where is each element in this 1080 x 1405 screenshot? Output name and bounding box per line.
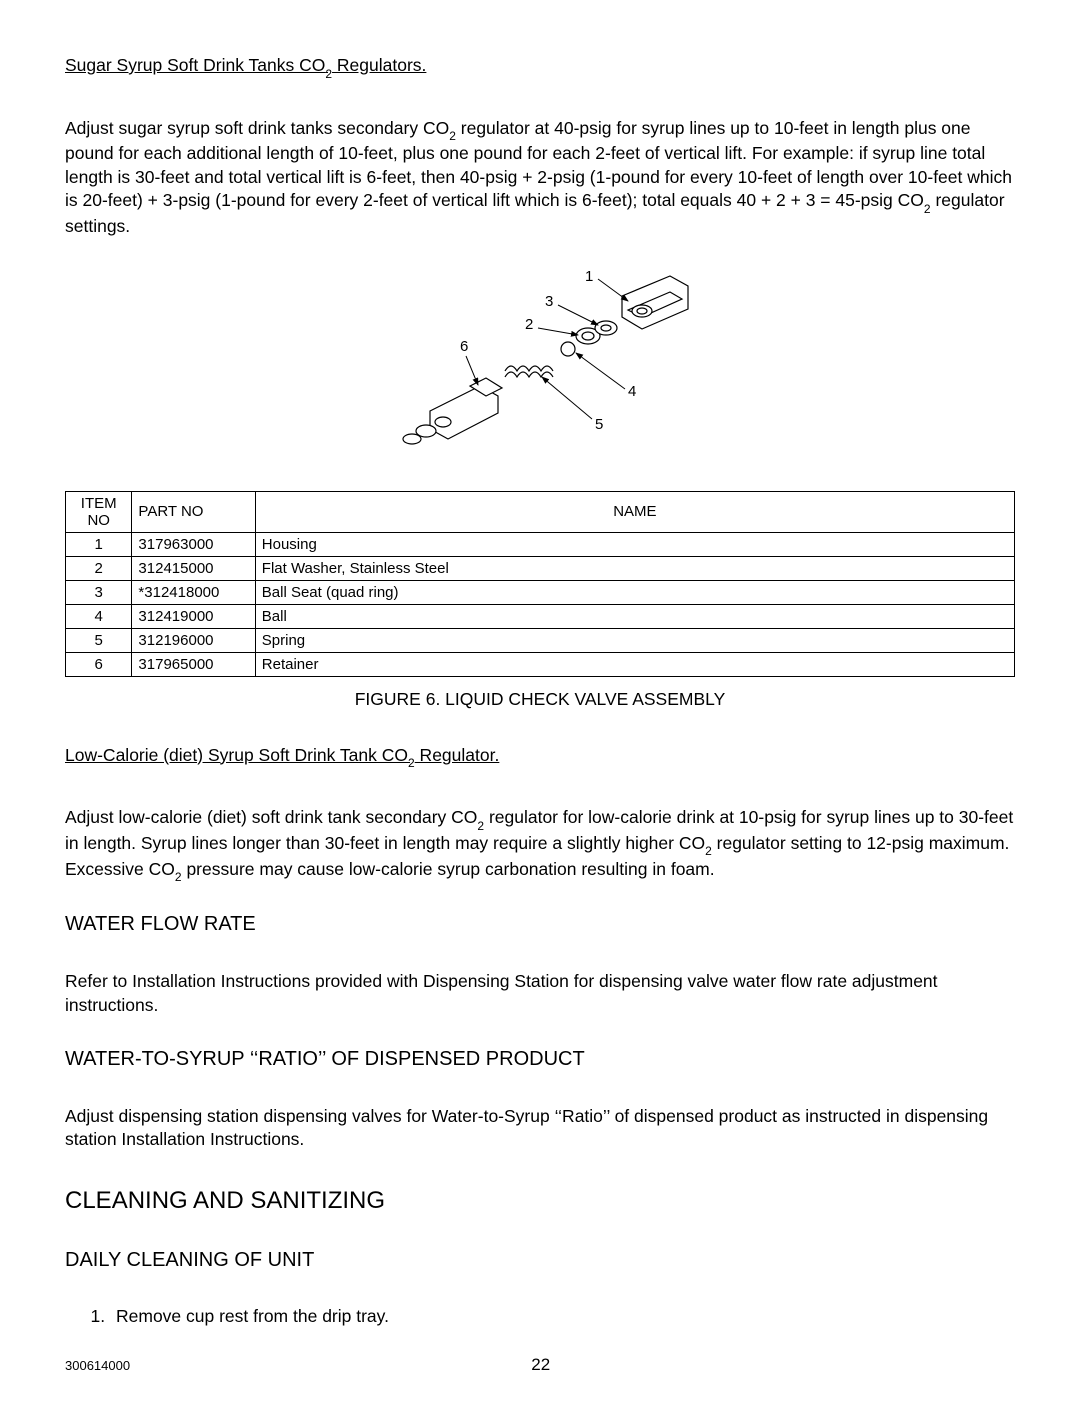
water-syrup-heading: WATER-TO-SYRUP ‘‘RATIO’’ OF DISPENSED PR… <box>65 1048 1015 1071</box>
cell-name: Retainer <box>255 652 1014 676</box>
part-retainer <box>403 378 502 444</box>
section1-title-post: Regulators. <box>332 55 426 75</box>
step-item: Remove cup rest from the drip tray. <box>110 1306 1015 1327</box>
diagram-label-1: 1 <box>585 268 593 285</box>
valve-assembly-diagram: 1 3 2 6 4 5 <box>370 261 710 461</box>
t: Adjust sugar syrup soft drink tanks seco… <box>65 118 449 138</box>
t: 2 <box>477 819 484 833</box>
page-number: 22 <box>531 1355 550 1375</box>
cell-item: 4 <box>66 604 132 628</box>
diagram-label-4: 4 <box>628 383 636 400</box>
th-item: ITEMNO <box>66 491 132 532</box>
cell-part: 312419000 <box>132 604 255 628</box>
section1-para: Adjust sugar syrup soft drink tanks seco… <box>65 117 1015 239</box>
table-row: 1 317963000 Housing <box>66 532 1015 556</box>
doc-number: 300614000 <box>65 1358 130 1373</box>
table-row: 4 312419000 Ball <box>66 604 1015 628</box>
cell-part: 317965000 <box>132 652 255 676</box>
water-flow-para: Refer to Installation Instructions provi… <box>65 970 1015 1017</box>
cell-item: 2 <box>66 556 132 580</box>
diagram-label-2: 2 <box>525 316 533 333</box>
t: 2 <box>705 844 712 858</box>
t: 2 <box>924 202 931 216</box>
t: Regulator. <box>415 745 500 765</box>
cell-item: 6 <box>66 652 132 676</box>
t: 2 <box>408 756 415 770</box>
th-name: NAME <box>255 491 1014 532</box>
footer-spacer <box>1011 1358 1015 1373</box>
page-content: Sugar Syrup Soft Drink Tanks CO2 Regulat… <box>0 0 1080 1405</box>
part-spring <box>505 366 553 377</box>
parts-table: ITEMNO PART NO NAME 1 317963000 Housing … <box>65 491 1015 677</box>
diagram-label-6: 6 <box>460 338 468 355</box>
cell-name: Ball Seat (quad ring) <box>255 580 1014 604</box>
cell-name: Flat Washer, Stainless Steel <box>255 556 1014 580</box>
section2-title: Low-Calorie (diet) Syrup Soft Drink Tank… <box>65 745 1015 769</box>
table-row: 2 312415000 Flat Washer, Stainless Steel <box>66 556 1015 580</box>
t: Adjust low-calorie (diet) soft drink tan… <box>65 807 477 827</box>
cell-item: 3 <box>66 580 132 604</box>
t: ITEMNO <box>81 495 117 529</box>
cell-name: Housing <box>255 532 1014 556</box>
cleaning-heading: CLEANING AND SANITIZING <box>65 1187 1015 1215</box>
cell-item: 1 <box>66 532 132 556</box>
page-footer: 300614000 22 <box>65 1355 1015 1375</box>
table-header-row: ITEMNO PART NO NAME <box>66 491 1015 532</box>
section2-para: Adjust low-calorie (diet) soft drink tan… <box>65 806 1015 883</box>
cell-name: Ball <box>255 604 1014 628</box>
daily-cleaning-heading: DAILY CLEANING OF UNIT <box>65 1249 1015 1272</box>
water-flow-heading: WATER FLOW RATE <box>65 913 1015 936</box>
steps-list: Remove cup rest from the drip tray. <box>65 1306 1015 1327</box>
section1-title-pre: Sugar Syrup Soft Drink Tanks CO <box>65 55 325 75</box>
t: pressure may cause low-calorie syrup car… <box>182 859 715 879</box>
t: 2 <box>175 870 182 884</box>
diagram-label-3: 3 <box>545 293 553 310</box>
table-row: 5 312196000 Spring <box>66 628 1015 652</box>
section1-title-sub: 2 <box>325 67 332 81</box>
t: 2 <box>449 129 456 143</box>
cell-part: 312196000 <box>132 628 255 652</box>
table-row: 6 317965000 Retainer <box>66 652 1015 676</box>
th-part: PART NO <box>132 491 255 532</box>
section1-title: Sugar Syrup Soft Drink Tanks CO2 Regulat… <box>65 55 1015 79</box>
part-washers-ball <box>561 321 617 356</box>
diagram: 1 3 2 6 4 5 <box>65 261 1015 466</box>
cell-part: 317963000 <box>132 532 255 556</box>
cell-name: Spring <box>255 628 1014 652</box>
cell-item: 5 <box>66 628 132 652</box>
part-housing <box>622 276 688 329</box>
cell-part: *312418000 <box>132 580 255 604</box>
table-row: 3 *312418000 Ball Seat (quad ring) <box>66 580 1015 604</box>
figure-caption: FIGURE 6. LIQUID CHECK VALVE ASSEMBLY <box>65 689 1015 710</box>
t: Low-Calorie (diet) Syrup Soft Drink Tank… <box>65 745 408 765</box>
diagram-label-5: 5 <box>595 416 603 433</box>
water-syrup-para: Adjust dispensing station dispensing val… <box>65 1105 1015 1152</box>
cell-part: 312415000 <box>132 556 255 580</box>
